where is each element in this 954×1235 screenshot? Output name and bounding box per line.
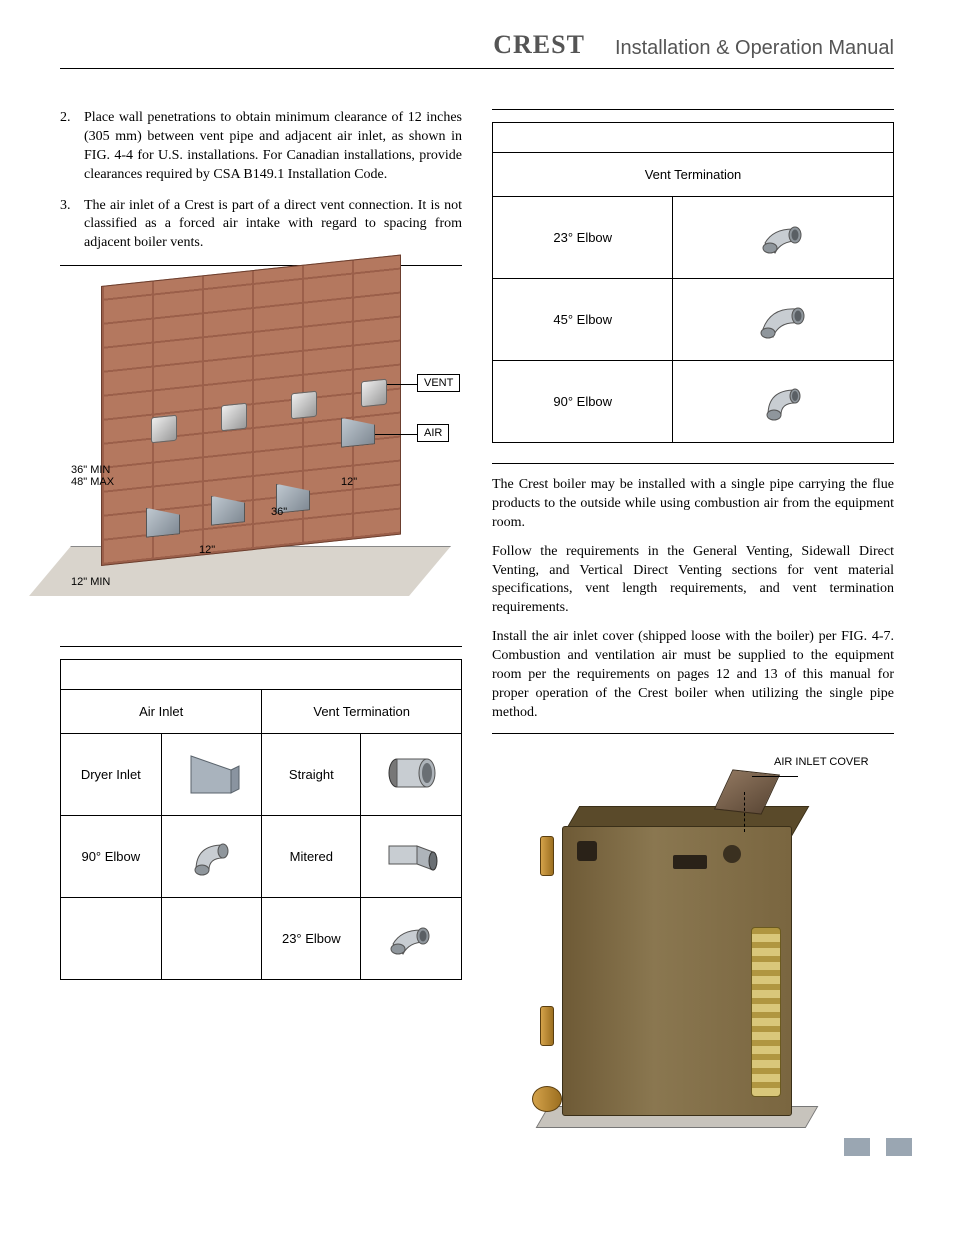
cell-image bbox=[161, 734, 262, 816]
left-column: 2. Place wall penetrations to obtain min… bbox=[60, 109, 462, 1146]
cell-label: 23° Elbow bbox=[493, 197, 673, 279]
table-row: 90° Elbow Mitered bbox=[61, 816, 462, 898]
cell-image bbox=[161, 816, 262, 898]
paragraph: The Crest boiler may be installed with a… bbox=[492, 476, 894, 533]
list-number: 3. bbox=[60, 197, 84, 254]
brand-logo: CREST bbox=[493, 30, 585, 60]
cell-label: 90° Elbow bbox=[493, 361, 673, 443]
divider bbox=[60, 265, 462, 266]
air-vent-table: Air Inlet Vent Termination Dryer Inlet S… bbox=[60, 659, 462, 980]
wall-diagram: VENT AIR 36" MIN 48" MAX 12" MIN 12" 12"… bbox=[60, 286, 462, 626]
cell-label bbox=[61, 898, 162, 980]
cell-image bbox=[361, 734, 462, 816]
paragraph: Install the air inlet cover (shipped loo… bbox=[492, 628, 894, 722]
table-header: Vent Termination bbox=[262, 690, 462, 734]
list-item: 2. Place wall penetrations to obtain min… bbox=[60, 109, 462, 185]
table-row: 23° Elbow bbox=[493, 197, 894, 279]
dim-label: 48" MAX bbox=[71, 476, 114, 488]
cell-label: Straight bbox=[262, 734, 361, 816]
vent-callout: VENT bbox=[417, 374, 460, 392]
list-item: 3. The air inlet of a Crest is part of a… bbox=[60, 197, 462, 254]
cell-image bbox=[361, 898, 462, 980]
table-row: 45° Elbow bbox=[493, 279, 894, 361]
right-column: Vent Termination 23° Elbow 45° Elbow 90°… bbox=[492, 109, 894, 1146]
table-header: Vent Termination bbox=[493, 153, 894, 197]
page-title: Installation & Operation Manual bbox=[615, 37, 894, 60]
cell-image bbox=[673, 361, 894, 443]
dim-label: 12" bbox=[341, 476, 357, 488]
cell-image bbox=[673, 197, 894, 279]
list-text: Place wall penetrations to obtain minimu… bbox=[84, 109, 462, 185]
air-inlet-cover-label: AIR INLET COVER bbox=[774, 756, 869, 768]
dim-label: 12" MIN bbox=[71, 576, 110, 588]
footer-blocks bbox=[844, 1138, 912, 1156]
divider bbox=[492, 109, 894, 110]
divider bbox=[492, 463, 894, 464]
cell-image bbox=[673, 279, 894, 361]
table-row: 90° Elbow bbox=[493, 361, 894, 443]
cell-label: 45° Elbow bbox=[493, 279, 673, 361]
divider bbox=[60, 646, 462, 647]
paragraph: Follow the requirements in the General V… bbox=[492, 543, 894, 619]
table-row: 23° Elbow bbox=[61, 898, 462, 980]
table-header: Air Inlet bbox=[61, 690, 262, 734]
list-text: The air inlet of a Crest is part of a di… bbox=[84, 197, 462, 254]
dim-label: 12" bbox=[199, 544, 215, 556]
dim-label: 36" MIN bbox=[71, 464, 110, 476]
cell-image bbox=[161, 898, 262, 980]
boiler-figure: AIR INLET COVER bbox=[492, 746, 872, 1146]
cell-label: Dryer Inlet bbox=[61, 734, 162, 816]
list-number: 2. bbox=[60, 109, 84, 185]
table-row: Dryer Inlet Straight bbox=[61, 734, 462, 816]
divider bbox=[492, 733, 894, 734]
cell-label: Mitered bbox=[262, 816, 361, 898]
cell-image bbox=[361, 816, 462, 898]
cell-label: 90° Elbow bbox=[61, 816, 162, 898]
air-callout: AIR bbox=[417, 424, 449, 442]
page-header: CREST Installation & Operation Manual bbox=[60, 30, 894, 69]
cell-label: 23° Elbow bbox=[262, 898, 361, 980]
two-column-layout: 2. Place wall penetrations to obtain min… bbox=[60, 109, 894, 1146]
dim-label: 36" bbox=[271, 506, 287, 518]
vent-termination-table: Vent Termination 23° Elbow 45° Elbow 90°… bbox=[492, 122, 894, 443]
